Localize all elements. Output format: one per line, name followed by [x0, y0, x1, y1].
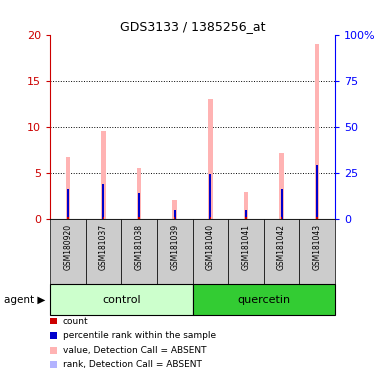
Bar: [137, 168, 141, 219]
Bar: [121, 219, 157, 284]
Bar: [67, 189, 69, 219]
Bar: [281, 217, 282, 219]
Text: GSM181039: GSM181039: [170, 224, 179, 270]
Bar: [209, 174, 211, 219]
Text: percentile rank within the sample: percentile rank within the sample: [63, 331, 216, 340]
Bar: [228, 219, 264, 284]
Bar: [245, 210, 247, 219]
Bar: [174, 210, 176, 219]
Title: GDS3133 / 1385256_at: GDS3133 / 1385256_at: [120, 20, 265, 33]
Bar: [209, 217, 211, 219]
Bar: [264, 219, 300, 284]
Bar: [103, 217, 104, 219]
Bar: [157, 219, 192, 284]
Bar: [316, 217, 318, 219]
Bar: [279, 154, 284, 219]
Bar: [102, 184, 104, 219]
Bar: [172, 200, 177, 219]
Bar: [300, 219, 335, 284]
Bar: [244, 192, 248, 219]
Bar: [138, 193, 140, 219]
Bar: [192, 219, 228, 284]
Bar: [315, 44, 320, 219]
Bar: [245, 217, 247, 219]
Text: GSM181038: GSM181038: [135, 224, 144, 270]
Bar: [316, 166, 318, 219]
Text: GSM181037: GSM181037: [99, 224, 108, 270]
Text: GSM181043: GSM181043: [313, 224, 321, 270]
Bar: [209, 174, 211, 219]
Bar: [208, 99, 213, 219]
Text: GSM181040: GSM181040: [206, 224, 215, 270]
Text: quercetin: quercetin: [237, 295, 290, 305]
Bar: [67, 189, 69, 219]
Bar: [174, 217, 176, 219]
Text: agent ▶: agent ▶: [4, 295, 45, 305]
Bar: [245, 210, 247, 219]
Text: GSM181042: GSM181042: [277, 224, 286, 270]
Bar: [281, 189, 283, 219]
Bar: [50, 219, 85, 284]
Text: count: count: [63, 316, 89, 326]
Text: GSM181041: GSM181041: [241, 224, 250, 270]
Bar: [281, 189, 283, 219]
Text: rank, Detection Call = ABSENT: rank, Detection Call = ABSENT: [63, 360, 202, 369]
Bar: [192, 284, 335, 315]
Bar: [316, 166, 318, 219]
Bar: [85, 219, 121, 284]
Bar: [138, 193, 140, 219]
Bar: [101, 131, 106, 219]
Bar: [65, 157, 70, 219]
Bar: [138, 217, 140, 219]
Bar: [174, 210, 176, 219]
Text: control: control: [102, 295, 141, 305]
Bar: [50, 284, 192, 315]
Bar: [102, 184, 104, 219]
Text: value, Detection Call = ABSENT: value, Detection Call = ABSENT: [63, 346, 206, 355]
Bar: [67, 217, 69, 219]
Text: GSM180920: GSM180920: [64, 224, 72, 270]
